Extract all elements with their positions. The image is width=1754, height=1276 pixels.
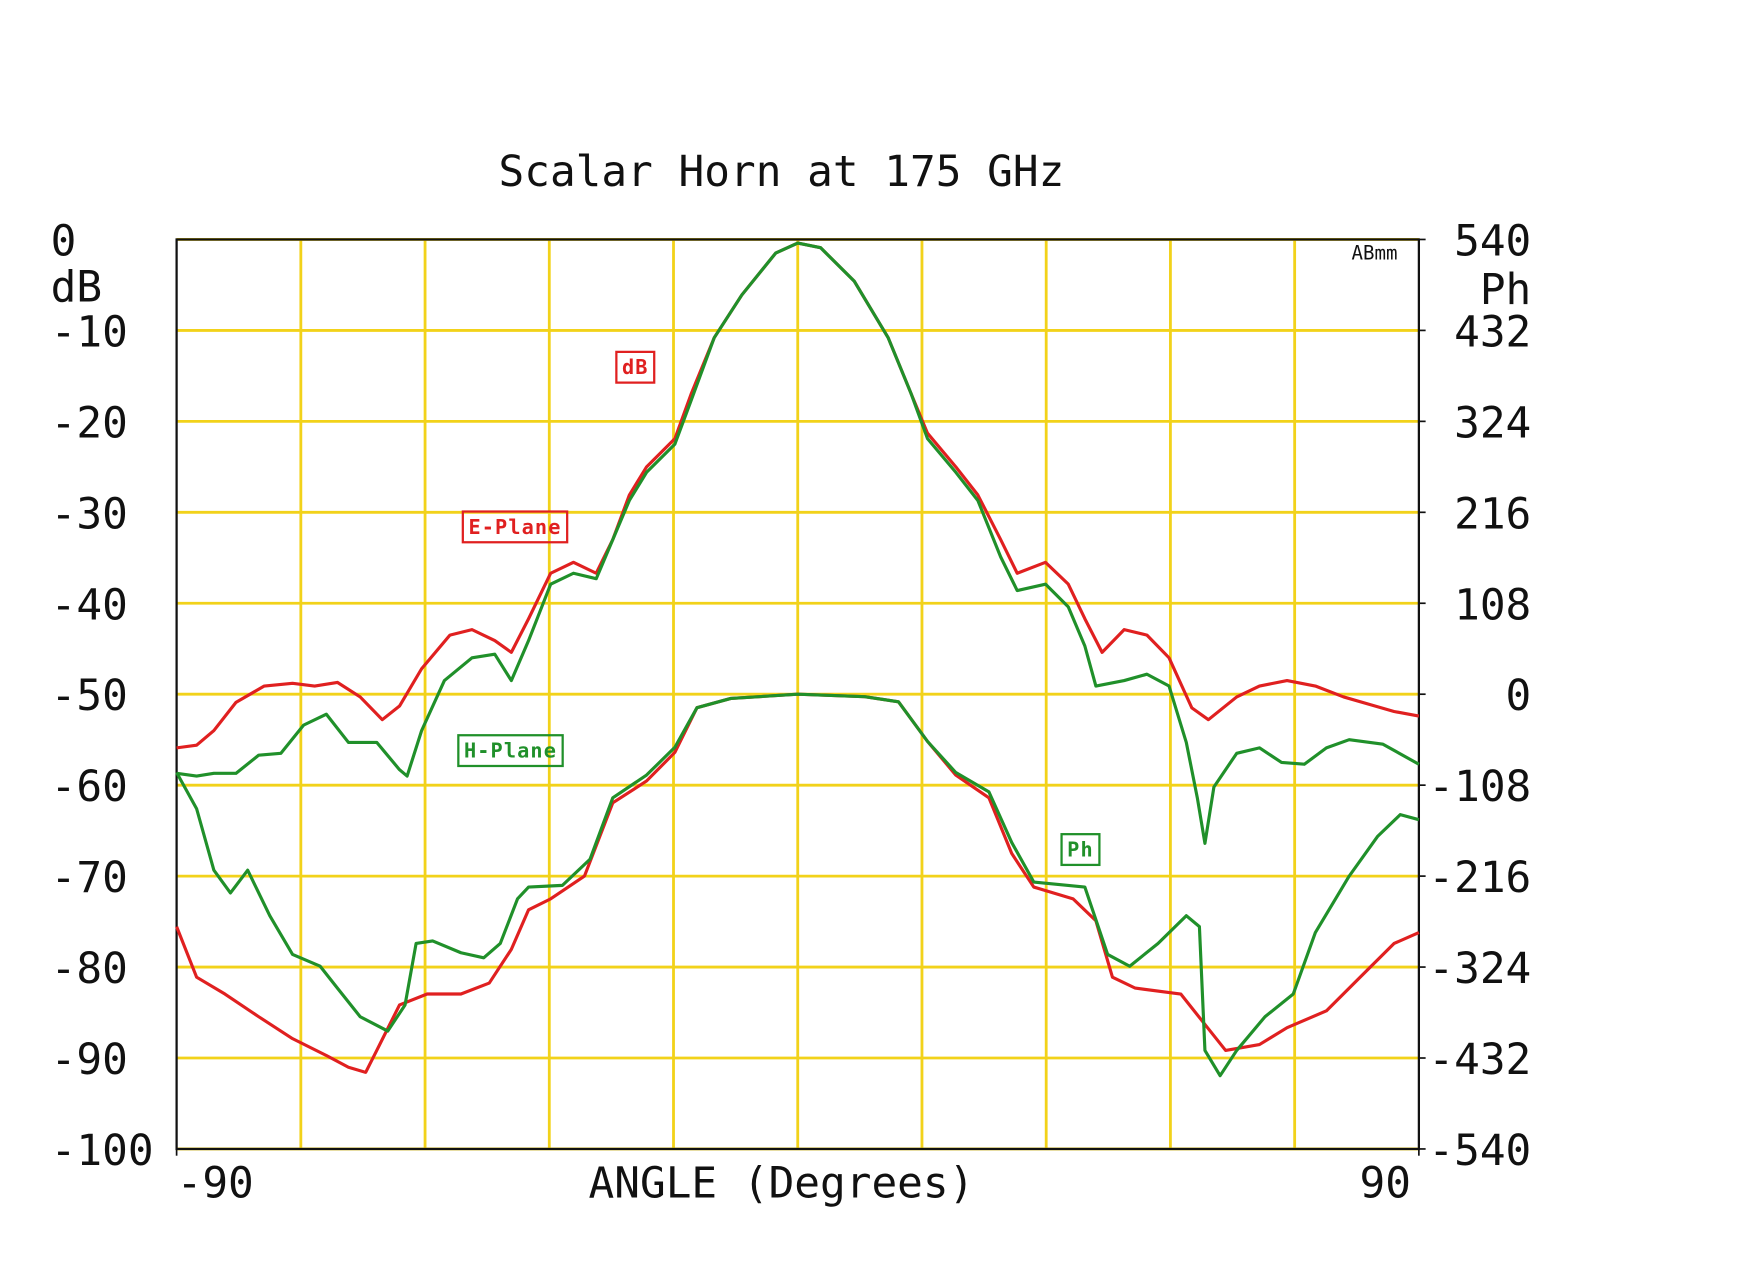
- boxed-label: H-Plane: [464, 739, 557, 763]
- y-axis-label: dB: [51, 263, 102, 313]
- y-tick-label: -80: [51, 944, 128, 994]
- chart-title: Scalar Horn at 175 GHz: [499, 147, 1065, 197]
- y-tick-label: -90: [51, 1035, 128, 1085]
- y2-tick-label: -216: [1428, 853, 1531, 903]
- corner-note: ABmm: [1351, 242, 1397, 265]
- y2-tick-label: -540: [1428, 1126, 1531, 1176]
- label-box: [1060, 833, 1101, 867]
- y2-tick-label: 432: [1454, 307, 1531, 357]
- boxed-label: Ph: [1067, 838, 1094, 862]
- label-box: [457, 734, 564, 768]
- y2-axis-label: Ph: [1480, 265, 1531, 315]
- y-tick-label: -40: [51, 580, 128, 630]
- series-line: [175, 692, 1420, 1078]
- x-tick-label: 90: [1360, 1159, 1411, 1209]
- y-tick-label: -100: [51, 1126, 154, 1176]
- y2-tick-label: -432: [1428, 1035, 1531, 1085]
- y2-tick-label: 540: [1454, 216, 1531, 266]
- plot-frame: [175, 238, 1421, 1151]
- y-tick-label: -30: [51, 489, 128, 539]
- y2-tick-label: 324: [1454, 398, 1531, 448]
- y-tick-label: -20: [51, 398, 128, 448]
- boxed-label: E-Plane: [468, 515, 561, 539]
- label-box: [615, 350, 656, 384]
- y2-tick-label: -108: [1428, 762, 1531, 812]
- boxed-label: dB: [622, 355, 649, 379]
- y2-tick-label: -324: [1428, 944, 1531, 994]
- y-tick-label: -60: [51, 762, 128, 812]
- y2-tick-label: 0: [1506, 671, 1532, 721]
- y2-tick-label: 108: [1454, 580, 1531, 630]
- y2-tick-label: 216: [1454, 489, 1531, 539]
- label-box: [461, 510, 569, 544]
- y-tick-label: -70: [51, 853, 128, 903]
- y-tick-label: -10: [51, 307, 128, 357]
- y-tick-label: -50: [51, 671, 128, 721]
- x-tick-label: -90: [177, 1159, 254, 1209]
- y-tick-label: 0: [51, 216, 77, 266]
- series-line: [176, 241, 1420, 845]
- x-axis-label: ANGLE (Degrees): [589, 1159, 975, 1209]
